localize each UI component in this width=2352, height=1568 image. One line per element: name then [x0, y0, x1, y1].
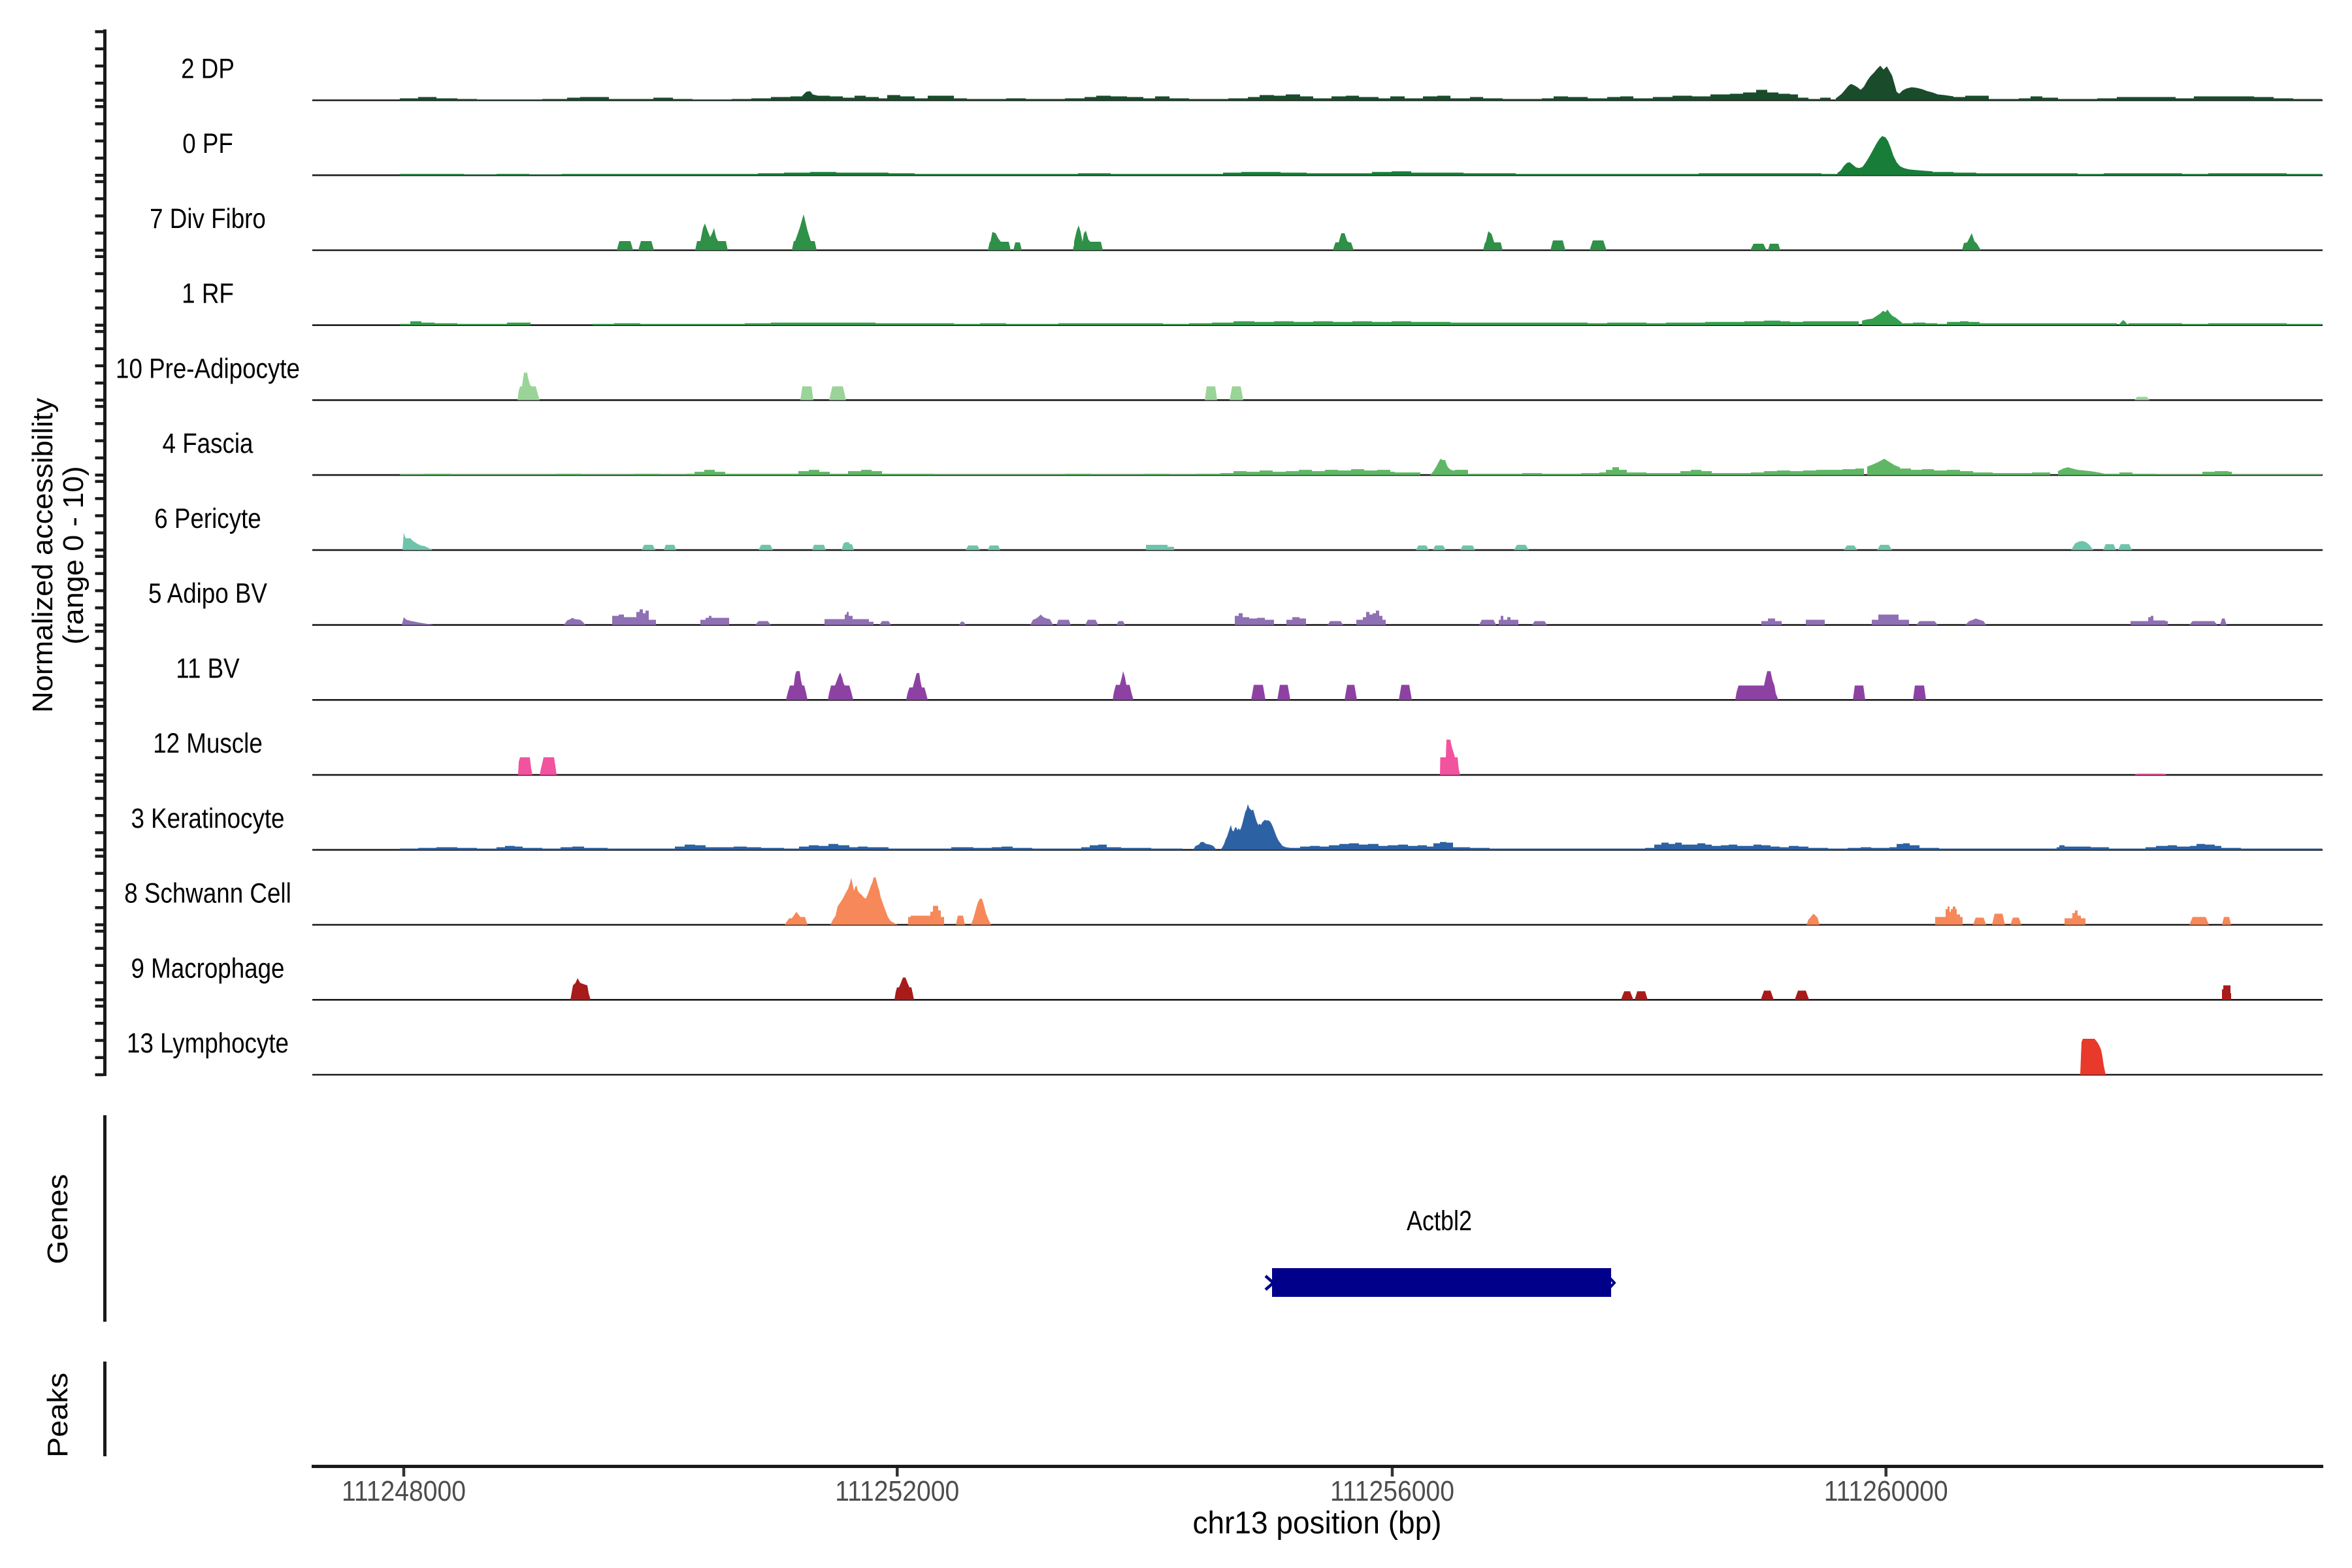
svg-text:7 Div Fibro: 7 Div Fibro	[150, 203, 266, 235]
svg-text:9 Macrophage: 9 Macrophage	[131, 953, 285, 984]
svg-text:Normalized accessibility: Normalized accessibility	[27, 398, 59, 713]
svg-text:1 RF: 1 RF	[182, 278, 234, 310]
svg-text:(range 0 - 10): (range 0 - 10)	[57, 466, 90, 645]
svg-text:Peaks: Peaks	[42, 1373, 74, 1458]
svg-text:11 BV: 11 BV	[176, 653, 240, 684]
svg-text:10 Pre-Adipocyte: 10 Pre-Adipocyte	[116, 353, 300, 384]
svg-text:Actbl2: Actbl2	[1407, 1205, 1472, 1237]
svg-text:6 Pericyte: 6 Pericyte	[154, 503, 261, 534]
svg-text:8 Schwann Cell: 8 Schwann Cell	[124, 878, 291, 909]
svg-text:12 Muscle: 12 Muscle	[153, 728, 263, 759]
svg-text:Genes: Genes	[42, 1174, 74, 1264]
svg-text:111248000: 111248000	[342, 1475, 466, 1507]
svg-text:111256000: 111256000	[1330, 1475, 1454, 1507]
svg-text:2 DP: 2 DP	[181, 54, 235, 85]
svg-text:111260000: 111260000	[1824, 1475, 1948, 1507]
svg-text:chr13 position (bp): chr13 position (bp)	[1193, 1506, 1442, 1541]
svg-text:5 Adipo BV: 5 Adipo BV	[148, 578, 267, 610]
svg-text:111252000: 111252000	[835, 1475, 959, 1507]
svg-text:0 PF: 0 PF	[182, 128, 233, 159]
svg-text:13 Lymphocyte: 13 Lymphocyte	[127, 1028, 289, 1059]
svg-text:3 Keratinocyte: 3 Keratinocyte	[131, 803, 285, 834]
svg-text:4 Fascia: 4 Fascia	[163, 428, 253, 459]
